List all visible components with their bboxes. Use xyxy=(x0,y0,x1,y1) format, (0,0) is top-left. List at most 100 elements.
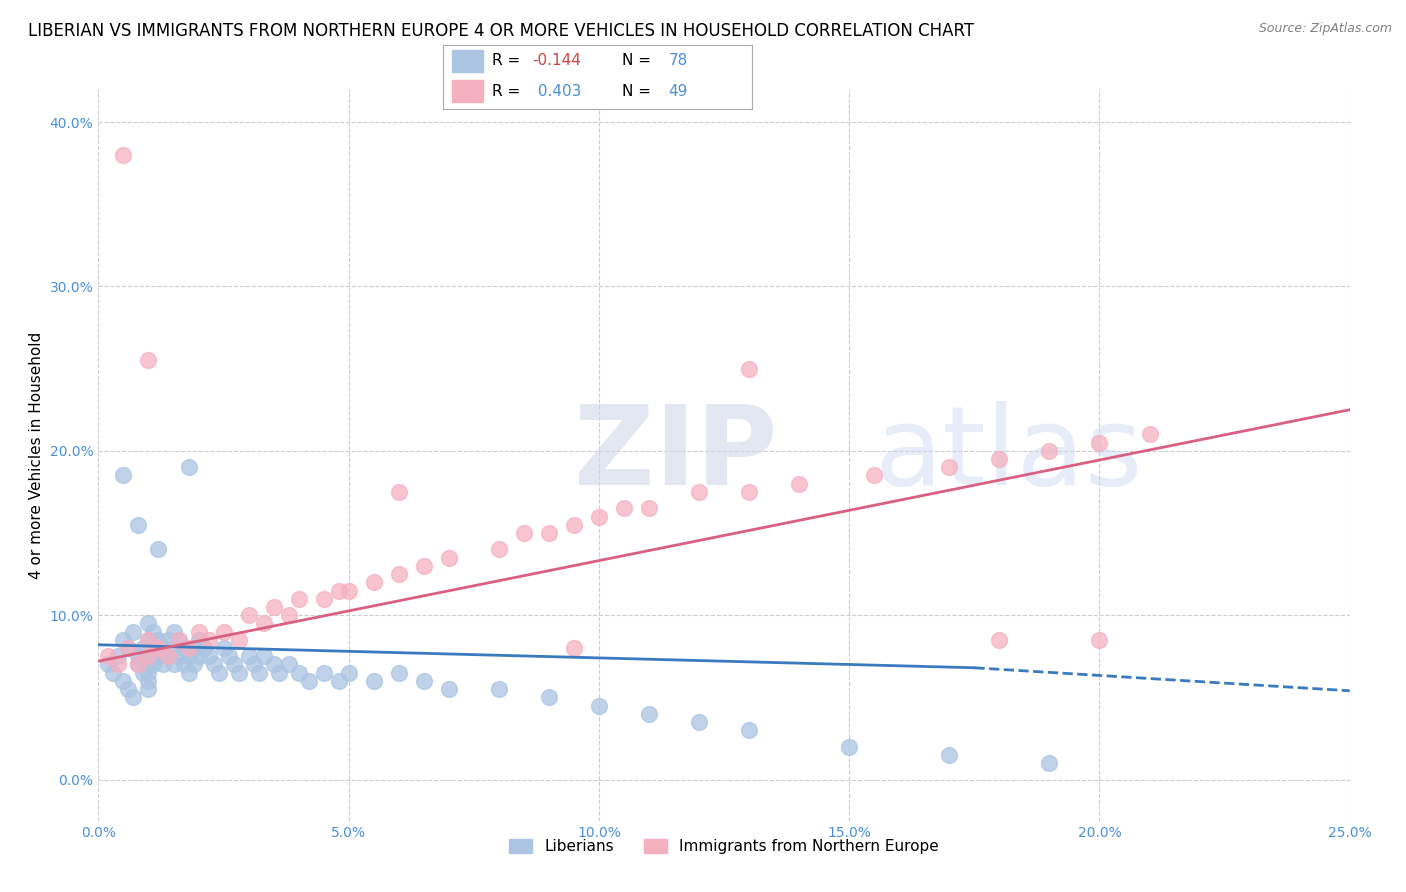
Legend: Liberians, Immigrants from Northern Europe: Liberians, Immigrants from Northern Euro… xyxy=(503,833,945,861)
Point xyxy=(513,526,536,541)
Text: R =: R = xyxy=(492,54,526,69)
Point xyxy=(363,673,385,688)
Text: LIBERIAN VS IMMIGRANTS FROM NORTHERN EUROPE 4 OR MORE VEHICLES IN HOUSEHOLD CORR: LIBERIAN VS IMMIGRANTS FROM NORTHERN EUR… xyxy=(28,22,974,40)
Bar xyxy=(453,50,484,72)
Point xyxy=(157,632,180,647)
Point xyxy=(127,657,149,672)
Point xyxy=(863,468,886,483)
Point xyxy=(787,476,810,491)
Bar xyxy=(453,80,484,103)
Point xyxy=(162,624,184,639)
Point xyxy=(437,550,460,565)
Point xyxy=(112,673,135,688)
Point xyxy=(738,723,761,738)
Point xyxy=(142,624,165,639)
Text: atlas: atlas xyxy=(875,401,1143,508)
Point xyxy=(228,632,250,647)
Point xyxy=(122,624,145,639)
Point xyxy=(162,657,184,672)
Point xyxy=(127,517,149,532)
Point xyxy=(328,673,350,688)
Point xyxy=(638,501,661,516)
Point xyxy=(193,641,215,656)
Point xyxy=(122,690,145,705)
Point xyxy=(388,484,411,499)
Point xyxy=(388,567,411,582)
Point xyxy=(242,657,264,672)
Point xyxy=(202,657,225,672)
Point xyxy=(412,558,434,573)
Point xyxy=(1088,632,1111,647)
Text: 49: 49 xyxy=(669,84,688,99)
Point xyxy=(277,657,299,672)
Text: R =: R = xyxy=(492,84,526,99)
Point xyxy=(138,649,160,664)
Point xyxy=(112,632,135,647)
Text: Source: ZipAtlas.com: Source: ZipAtlas.com xyxy=(1258,22,1392,36)
Point xyxy=(138,682,160,697)
Point xyxy=(247,665,270,680)
Point xyxy=(173,657,195,672)
Point xyxy=(148,542,170,557)
Point xyxy=(177,460,200,475)
Point xyxy=(112,468,135,483)
Point xyxy=(562,517,585,532)
Point xyxy=(437,682,460,697)
Point xyxy=(363,575,385,590)
Point xyxy=(148,641,170,656)
Text: -0.144: -0.144 xyxy=(533,54,582,69)
Point xyxy=(117,641,139,656)
Point xyxy=(252,616,274,631)
Point xyxy=(167,632,190,647)
Point xyxy=(177,665,200,680)
Point xyxy=(177,649,200,664)
Point xyxy=(197,632,219,647)
Point xyxy=(152,641,174,656)
Point xyxy=(117,682,139,697)
Point xyxy=(207,665,229,680)
Point xyxy=(1088,435,1111,450)
Point xyxy=(138,673,160,688)
Point xyxy=(312,665,335,680)
Point xyxy=(588,509,610,524)
Point xyxy=(167,649,190,664)
Point xyxy=(938,460,960,475)
Point xyxy=(157,649,180,664)
Point xyxy=(97,649,120,664)
Point xyxy=(488,682,510,697)
Point xyxy=(688,714,710,729)
Point xyxy=(263,599,285,614)
Point xyxy=(212,624,235,639)
Point xyxy=(138,353,160,368)
Point xyxy=(222,657,245,672)
Point xyxy=(107,649,129,664)
Point xyxy=(183,641,205,656)
Point xyxy=(613,501,636,516)
Point xyxy=(132,641,155,656)
Point xyxy=(148,632,170,647)
Point xyxy=(328,583,350,598)
Point xyxy=(1038,756,1060,771)
Point xyxy=(238,649,260,664)
Point xyxy=(138,657,160,672)
Point xyxy=(337,665,360,680)
Point xyxy=(138,632,160,647)
Point xyxy=(152,657,174,672)
Point xyxy=(197,649,219,664)
Point xyxy=(138,665,160,680)
Point xyxy=(107,657,129,672)
Point xyxy=(187,649,209,664)
Point xyxy=(167,632,190,647)
Point xyxy=(127,657,149,672)
Point xyxy=(1139,427,1161,442)
Text: 0.403: 0.403 xyxy=(533,84,581,99)
Point xyxy=(132,665,155,680)
Text: N =: N = xyxy=(623,84,657,99)
Point xyxy=(988,452,1011,467)
Point xyxy=(97,657,120,672)
Point xyxy=(337,583,360,598)
Point xyxy=(138,632,160,647)
Point xyxy=(127,649,149,664)
Point xyxy=(162,641,184,656)
Point xyxy=(412,673,434,688)
